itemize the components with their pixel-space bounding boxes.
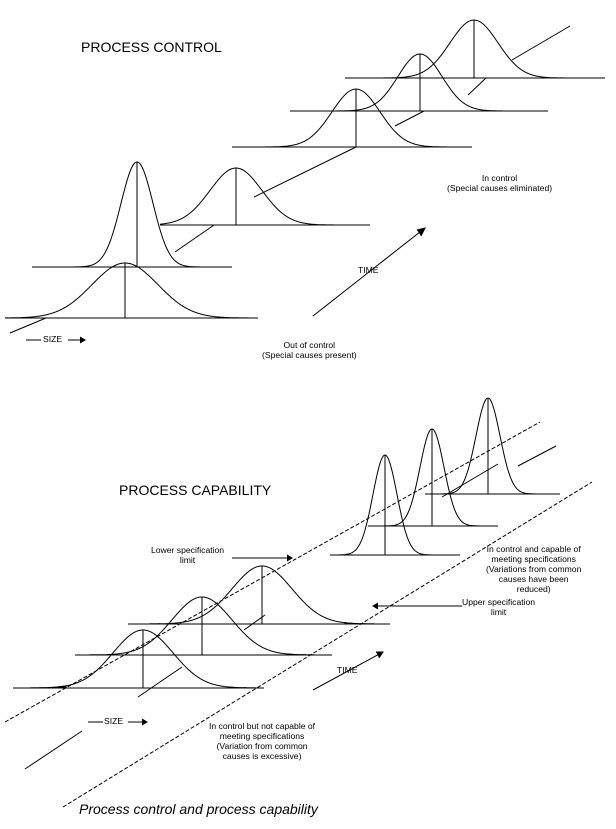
axis-line (517, 445, 557, 467)
upper-spec-label: Upper specification limit (462, 597, 536, 617)
axis-line (24, 730, 83, 770)
bell-curve (13, 629, 264, 689)
arrow-head (141, 718, 148, 726)
axis-line (441, 463, 499, 498)
bell-curve (75, 596, 332, 656)
distribution-curves (5, 19, 605, 689)
bell-curve (159, 167, 370, 226)
bell-curve (232, 88, 472, 148)
arrow-head (79, 336, 86, 344)
bell-curve (290, 53, 548, 112)
in-control-label: In control (Special causes eliminated) (447, 173, 553, 193)
not-capable-label: In control but not capable of meeting sp… (209, 721, 316, 761)
time-arrow (312, 651, 384, 691)
size-label: SIZE (43, 334, 63, 344)
arrow-head (372, 602, 379, 610)
axis-line (9, 317, 47, 334)
bell-curve (128, 565, 390, 625)
bell-curve (425, 397, 560, 495)
axis-line (467, 77, 487, 96)
time-label: TIME (337, 665, 358, 675)
arrow-head (376, 651, 384, 659)
axis-line (243, 614, 266, 631)
out-of-control-label: Out of control (Special causes present) (262, 340, 357, 360)
lower-spec-label: Lower specification limit (151, 545, 225, 565)
axis-line (394, 110, 425, 127)
figure-caption: Process control and process capability (79, 801, 318, 817)
axis-line (511, 25, 571, 61)
capable-label: In control and capable of meeting specif… (486, 544, 582, 594)
axis-line (137, 666, 183, 698)
bell-curve (368, 428, 498, 527)
bell-curve (32, 161, 232, 268)
bell-curve (330, 454, 460, 556)
time-arrow (312, 227, 426, 317)
guide-lines (4, 25, 605, 808)
arrow-head (286, 554, 293, 562)
axis-line (174, 224, 215, 253)
size-label: SIZE (104, 716, 124, 726)
process-control-title: PROCESS CONTROL (81, 39, 222, 55)
process-capability-title: PROCESS CAPABILITY (119, 482, 272, 498)
arrow-head (416, 227, 426, 237)
axis-line (253, 146, 357, 198)
spec-limit-line (4, 421, 541, 723)
bell-curve (5, 262, 258, 319)
time-label: TIME (358, 265, 379, 275)
spec-limit-line (62, 481, 593, 808)
